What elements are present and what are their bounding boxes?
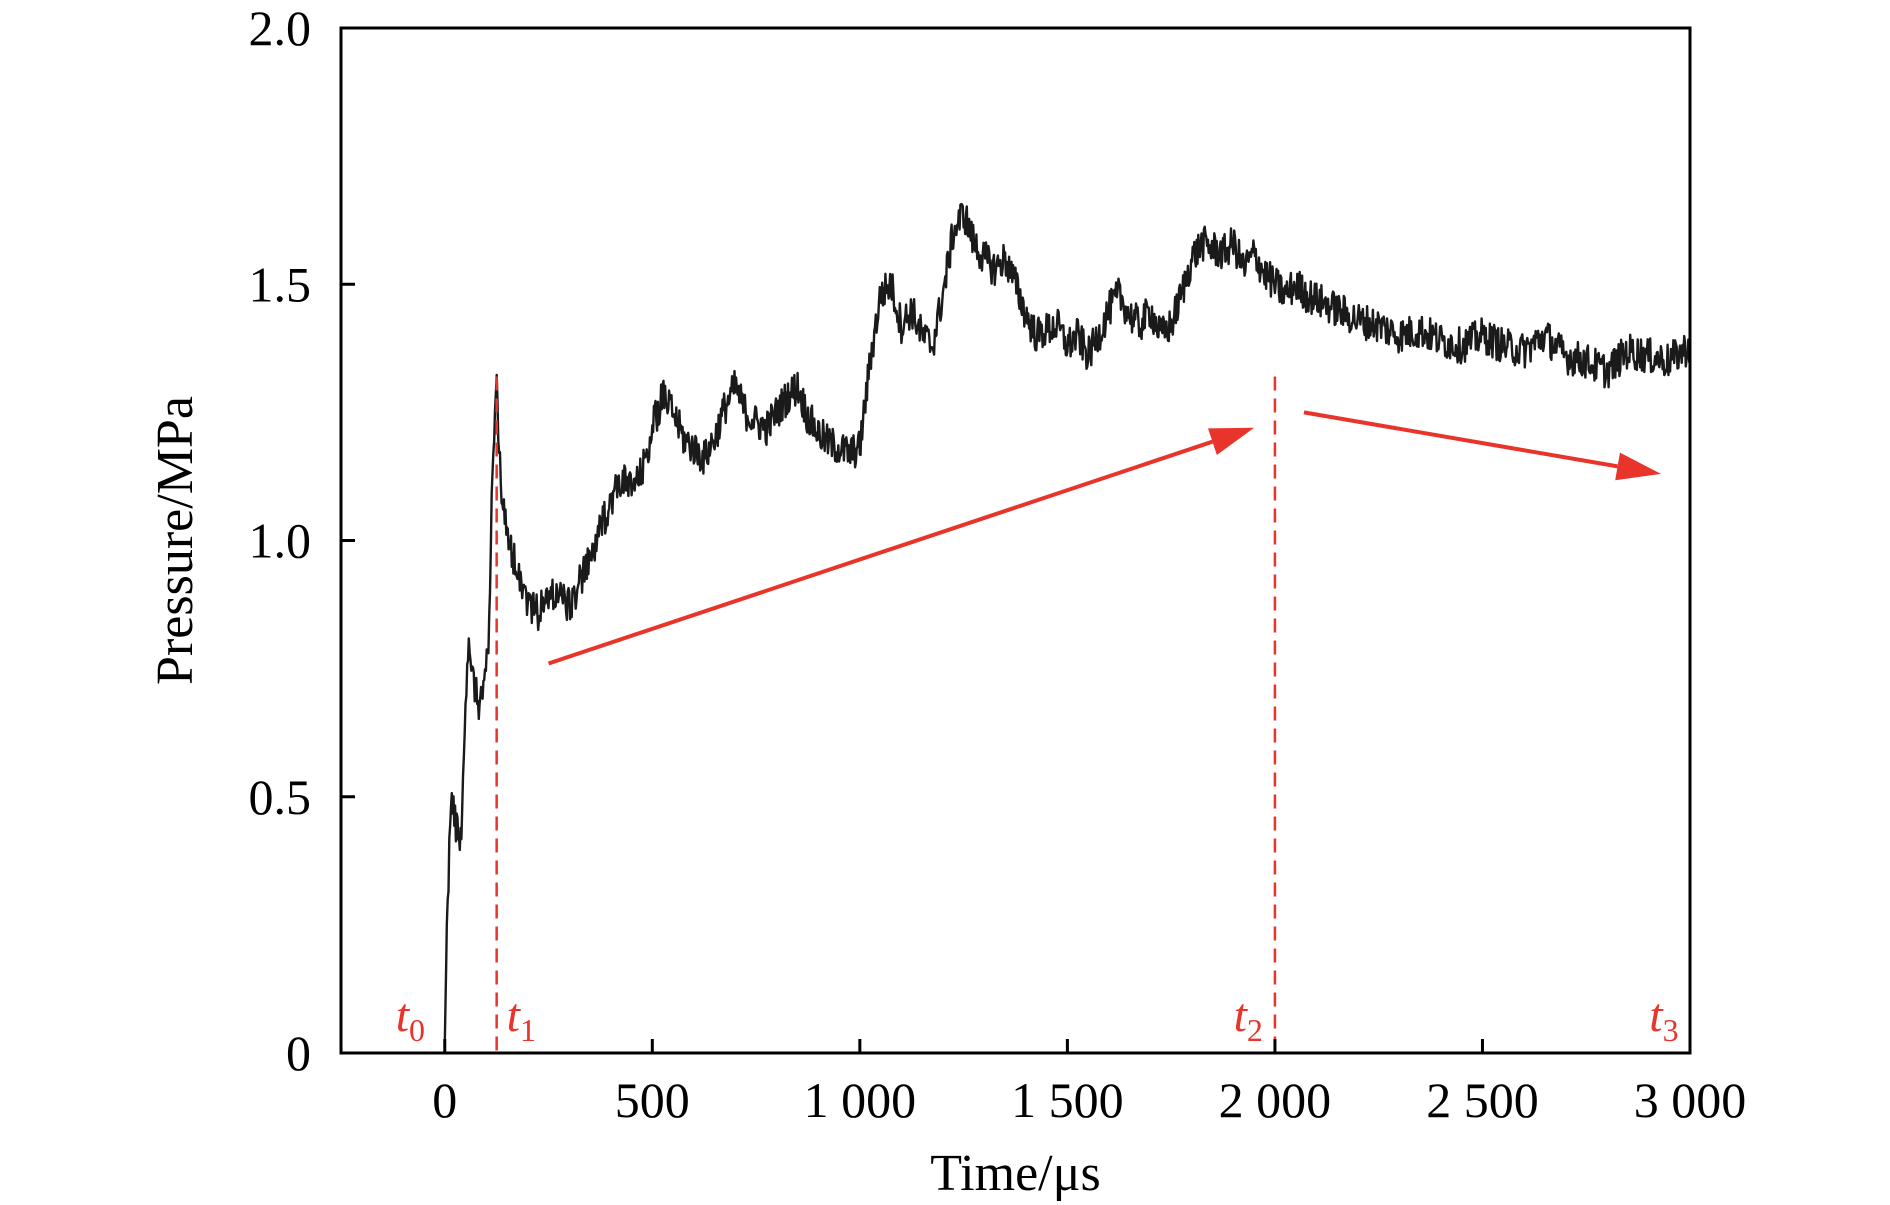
trend-arrow-head-0	[1208, 427, 1255, 455]
y-tick-label: 1.5	[249, 256, 312, 312]
marker-base: t	[1234, 989, 1249, 1042]
series-line-0	[443, 202, 1692, 1043]
marker-subscript: 3	[1663, 1012, 1679, 1048]
marker-label-t1: t1	[507, 989, 536, 1048]
x-tick-label: 0	[432, 1072, 457, 1128]
x-tick-label: 1 500	[1011, 1072, 1124, 1128]
plot-frame	[339, 26, 1692, 1055]
x-axis-label: Time/μs	[930, 1145, 1100, 1202]
x-tick-label: 2 500	[1426, 1072, 1539, 1128]
y-tick-label: 2.0	[249, 0, 312, 56]
x-tick-label: 3 000	[1634, 1072, 1747, 1128]
y-axis-ticks: 0 0.5 1.0 1.5 2.0	[249, 0, 355, 1081]
x-tick-label: 2 000	[1219, 1072, 1332, 1128]
trend-arrow-shaft-1	[1303, 410, 1618, 469]
marker-subscript: 1	[520, 1012, 536, 1048]
marker-subscript: 2	[1247, 1012, 1263, 1048]
marker-base: t	[396, 989, 411, 1042]
y-axis-label: Pressure/MPa	[147, 396, 204, 685]
marker-subscript: 0	[409, 1012, 425, 1048]
x-axis-ticks: 0 500 1 000 1 500 2 000 2 500 3 000	[432, 1039, 1746, 1128]
trend-arrow-head-1	[1615, 452, 1661, 481]
marker-label-t2: t2	[1234, 989, 1263, 1048]
y-tick-label: 0	[286, 1025, 311, 1081]
marker-base: t	[507, 989, 522, 1042]
y-tick-label: 1.0	[249, 513, 312, 569]
marker-label-t3: t3	[1649, 989, 1678, 1048]
trend-arrow-shaft-0	[547, 439, 1214, 666]
x-tick-label: 500	[615, 1072, 690, 1128]
marker-label-t0: t0	[396, 989, 425, 1048]
annotations: t0 t1 t2 t3	[396, 376, 1679, 1053]
plot-lines	[443, 202, 1692, 1043]
marker-base: t	[1649, 989, 1664, 1042]
x-tick-label: 1 000	[804, 1072, 917, 1128]
y-tick-label: 0.5	[249, 769, 312, 825]
